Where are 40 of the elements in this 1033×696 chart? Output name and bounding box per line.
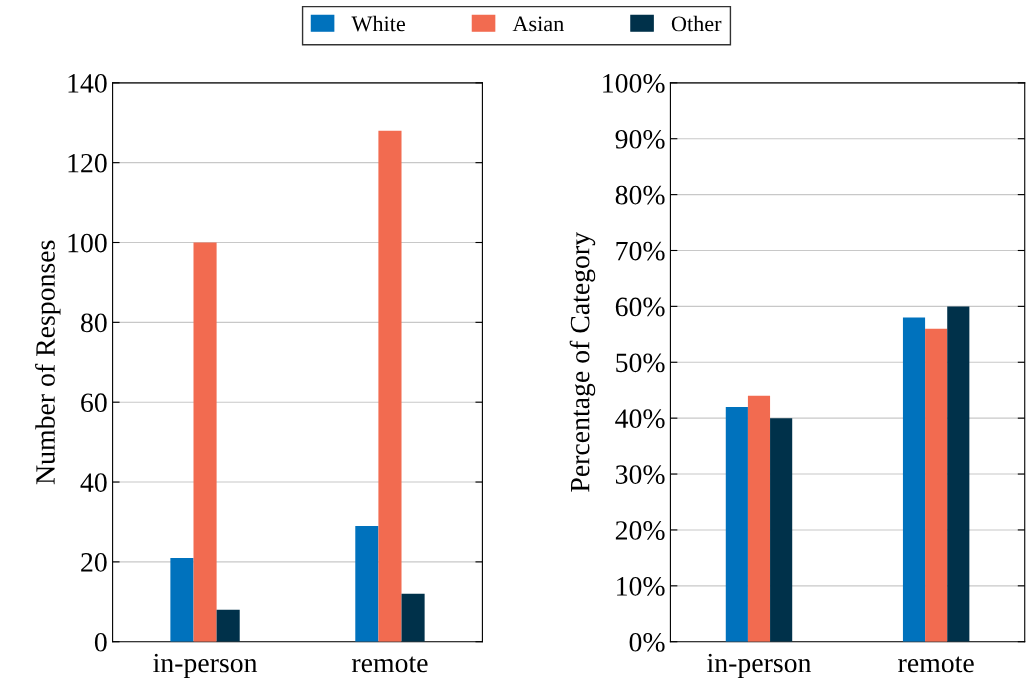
y-tick-label: 40 — [80, 473, 107, 492]
y-tick-label: 140 — [68, 73, 107, 93]
y-tick-label: 80 — [81, 313, 107, 333]
y-tick-label: 20% — [615, 521, 665, 540]
legend-label: Other — [671, 15, 722, 32]
bar — [355, 525, 379, 642]
bar — [947, 306, 970, 642]
bar — [770, 418, 793, 642]
x-tick-label: in-person — [153, 653, 258, 679]
y-tick-label: 10% — [617, 576, 665, 596]
x-tick-label: remote — [898, 656, 974, 673]
y-axis-title: Number of Responses — [35, 240, 61, 485]
y-tick-label: 80% — [615, 185, 665, 205]
y-tick-label: 120 — [68, 153, 107, 173]
y-tick-label: 60 — [81, 393, 107, 413]
x-tick-label: in-person — [707, 653, 812, 679]
bar — [193, 242, 217, 642]
bar — [216, 609, 240, 642]
y-tick-label: 100% — [603, 73, 665, 93]
y-tick-label: 30% — [615, 465, 665, 485]
bar — [925, 328, 948, 642]
bar — [378, 130, 402, 642]
y-tick-label: 20 — [81, 553, 107, 572]
x-tick-label: remote — [351, 656, 428, 673]
bar — [902, 317, 926, 642]
bar — [170, 557, 194, 642]
y-tick-label: 50% — [616, 353, 665, 373]
y-tick-label: 40% — [615, 409, 665, 429]
y-tick-label: 0% — [629, 632, 665, 652]
bar — [725, 406, 748, 642]
bar — [401, 593, 425, 642]
y-tick-label: 90% — [615, 129, 665, 149]
y-tick-label: 70% — [616, 241, 665, 261]
y-tick-label: 100 — [68, 233, 107, 253]
legend-label: White — [351, 15, 405, 32]
legend-label: Asian — [512, 16, 564, 32]
y-tick-label: 0 — [94, 632, 107, 652]
y-axis-title: Percentage of Category — [569, 232, 596, 492]
bar — [747, 395, 771, 642]
y-tick-label: 60% — [615, 297, 665, 317]
